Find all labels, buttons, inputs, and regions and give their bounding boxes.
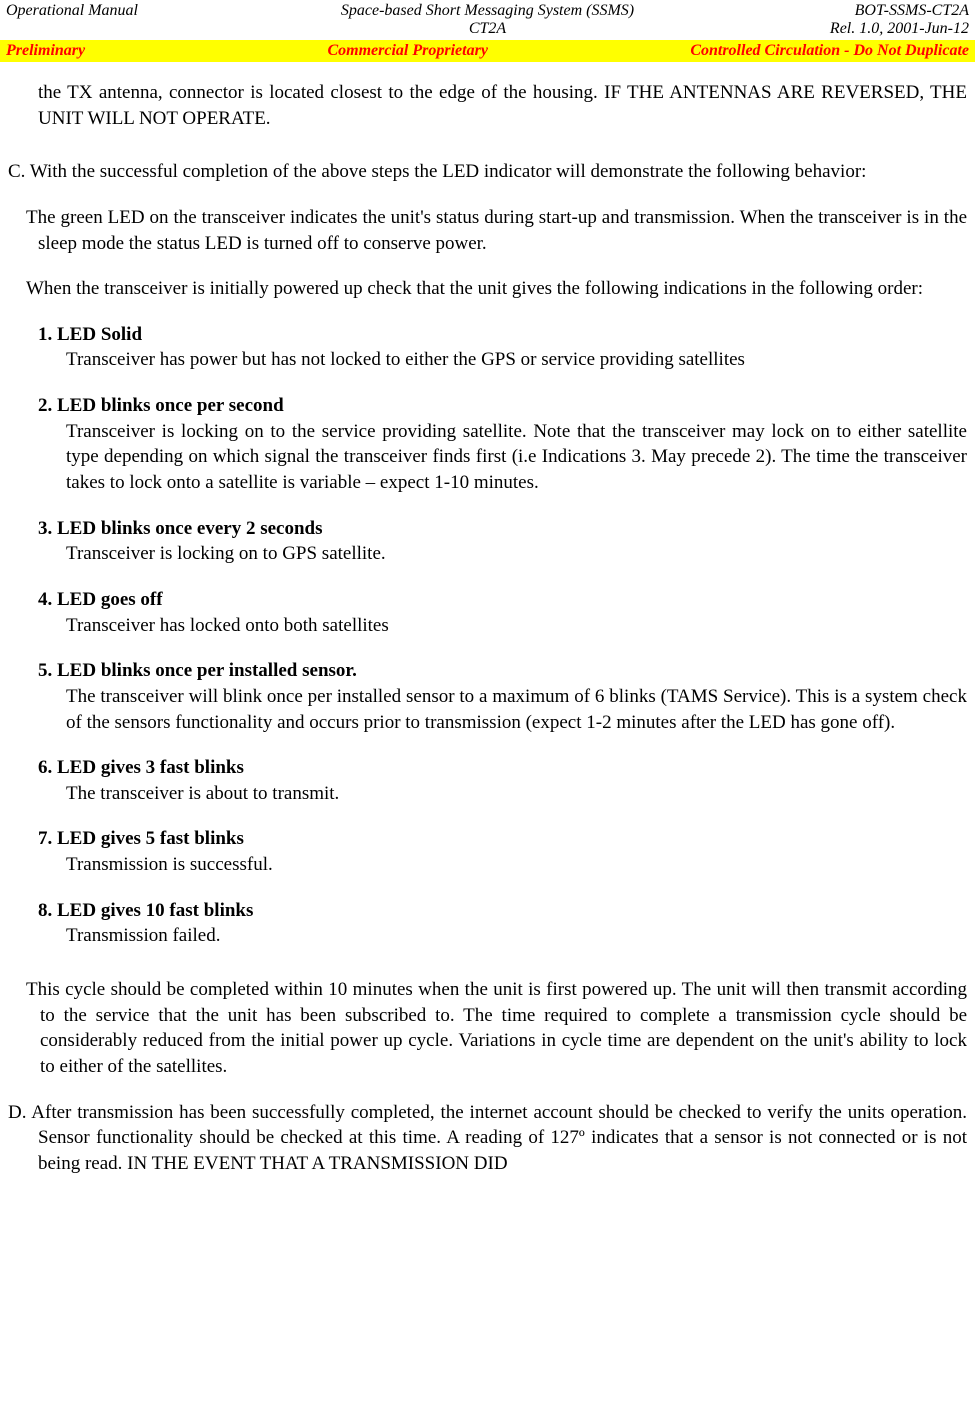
led-head: 6. LED gives 3 fast blinks [38,755,967,781]
led-body: Transceiver is locking on to GPS satelli… [66,541,967,567]
led-state-3: 3. LED blinks once every 2 seconds Trans… [38,516,967,567]
led-body: The transceiver will blink once per inst… [66,684,967,735]
header-doc-id: BOT-SSMS-CT2A [648,2,969,20]
led-state-7: 7. LED gives 5 fast blinks Transmission … [38,826,967,877]
led-body: Transmission is successful. [66,852,967,878]
led-body: The transceiver is about to transmit. [66,781,967,807]
classification-banner: Preliminary Commercial Proprietary Contr… [0,40,975,62]
banner-circulation: Controlled Circulation - Do Not Duplicat… [690,42,969,60]
section-c-intro: C. With the successful completion of the… [8,159,967,185]
section-c-para-1: The green LED on the transceiver indicat… [26,205,967,256]
led-head: 4. LED goes off [38,587,967,613]
continued-paragraph: the TX antenna, connector is located clo… [38,80,967,131]
led-head: 3. LED blinks once every 2 seconds [38,516,967,542]
section-d-paragraph: D. After transmission has been successfu… [8,1100,967,1177]
led-head: 1. LED Solid [38,322,967,348]
section-c-para-2: When the transceiver is initially powere… [26,276,967,302]
header-blank [6,20,327,38]
banner-status: Preliminary [6,42,125,60]
led-head: 8. LED gives 10 fast blinks [38,898,967,924]
header-system-name: Space-based Short Messaging System (SSMS… [327,2,648,20]
header-manual-type: Operational Manual [6,2,327,20]
led-head: 5. LED blinks once per installed sensor. [38,658,967,684]
header-release: Rel. 1.0, 2001-Jun-12 [648,20,969,38]
led-body: Transmission failed. [66,923,967,949]
led-body: Transceiver has locked onto both satelli… [66,613,967,639]
led-state-2: 2. LED blinks once per second Transceive… [38,393,967,496]
led-body: Transceiver is locking on to the service… [66,419,967,496]
header-row-1: Operational Manual Space-based Short Mes… [0,0,975,20]
led-body: Transceiver has power but has not locked… [66,347,967,373]
page-content: the TX antenna, connector is located clo… [0,62,975,1177]
cycle-summary-paragraph: This cycle should be completed within 10… [26,977,967,1080]
header-model: CT2A [327,20,648,38]
banner-proprietary: Commercial Proprietary [125,42,690,60]
led-head: 2. LED blinks once per second [38,393,967,419]
led-state-8: 8. LED gives 10 fast blinks Transmission… [38,898,967,949]
section-c-intro-text: C. With the successful completion of the… [8,159,967,185]
header-row-2: CT2A Rel. 1.0, 2001-Jun-12 [0,20,975,40]
led-state-6: 6. LED gives 3 fast blinks The transceiv… [38,755,967,806]
led-head: 7. LED gives 5 fast blinks [38,826,967,852]
led-state-1: 1. LED Solid Transceiver has power but h… [38,322,967,373]
led-state-5: 5. LED blinks once per installed sensor.… [38,658,967,735]
led-state-4: 4. LED goes off Transceiver has locked o… [38,587,967,638]
